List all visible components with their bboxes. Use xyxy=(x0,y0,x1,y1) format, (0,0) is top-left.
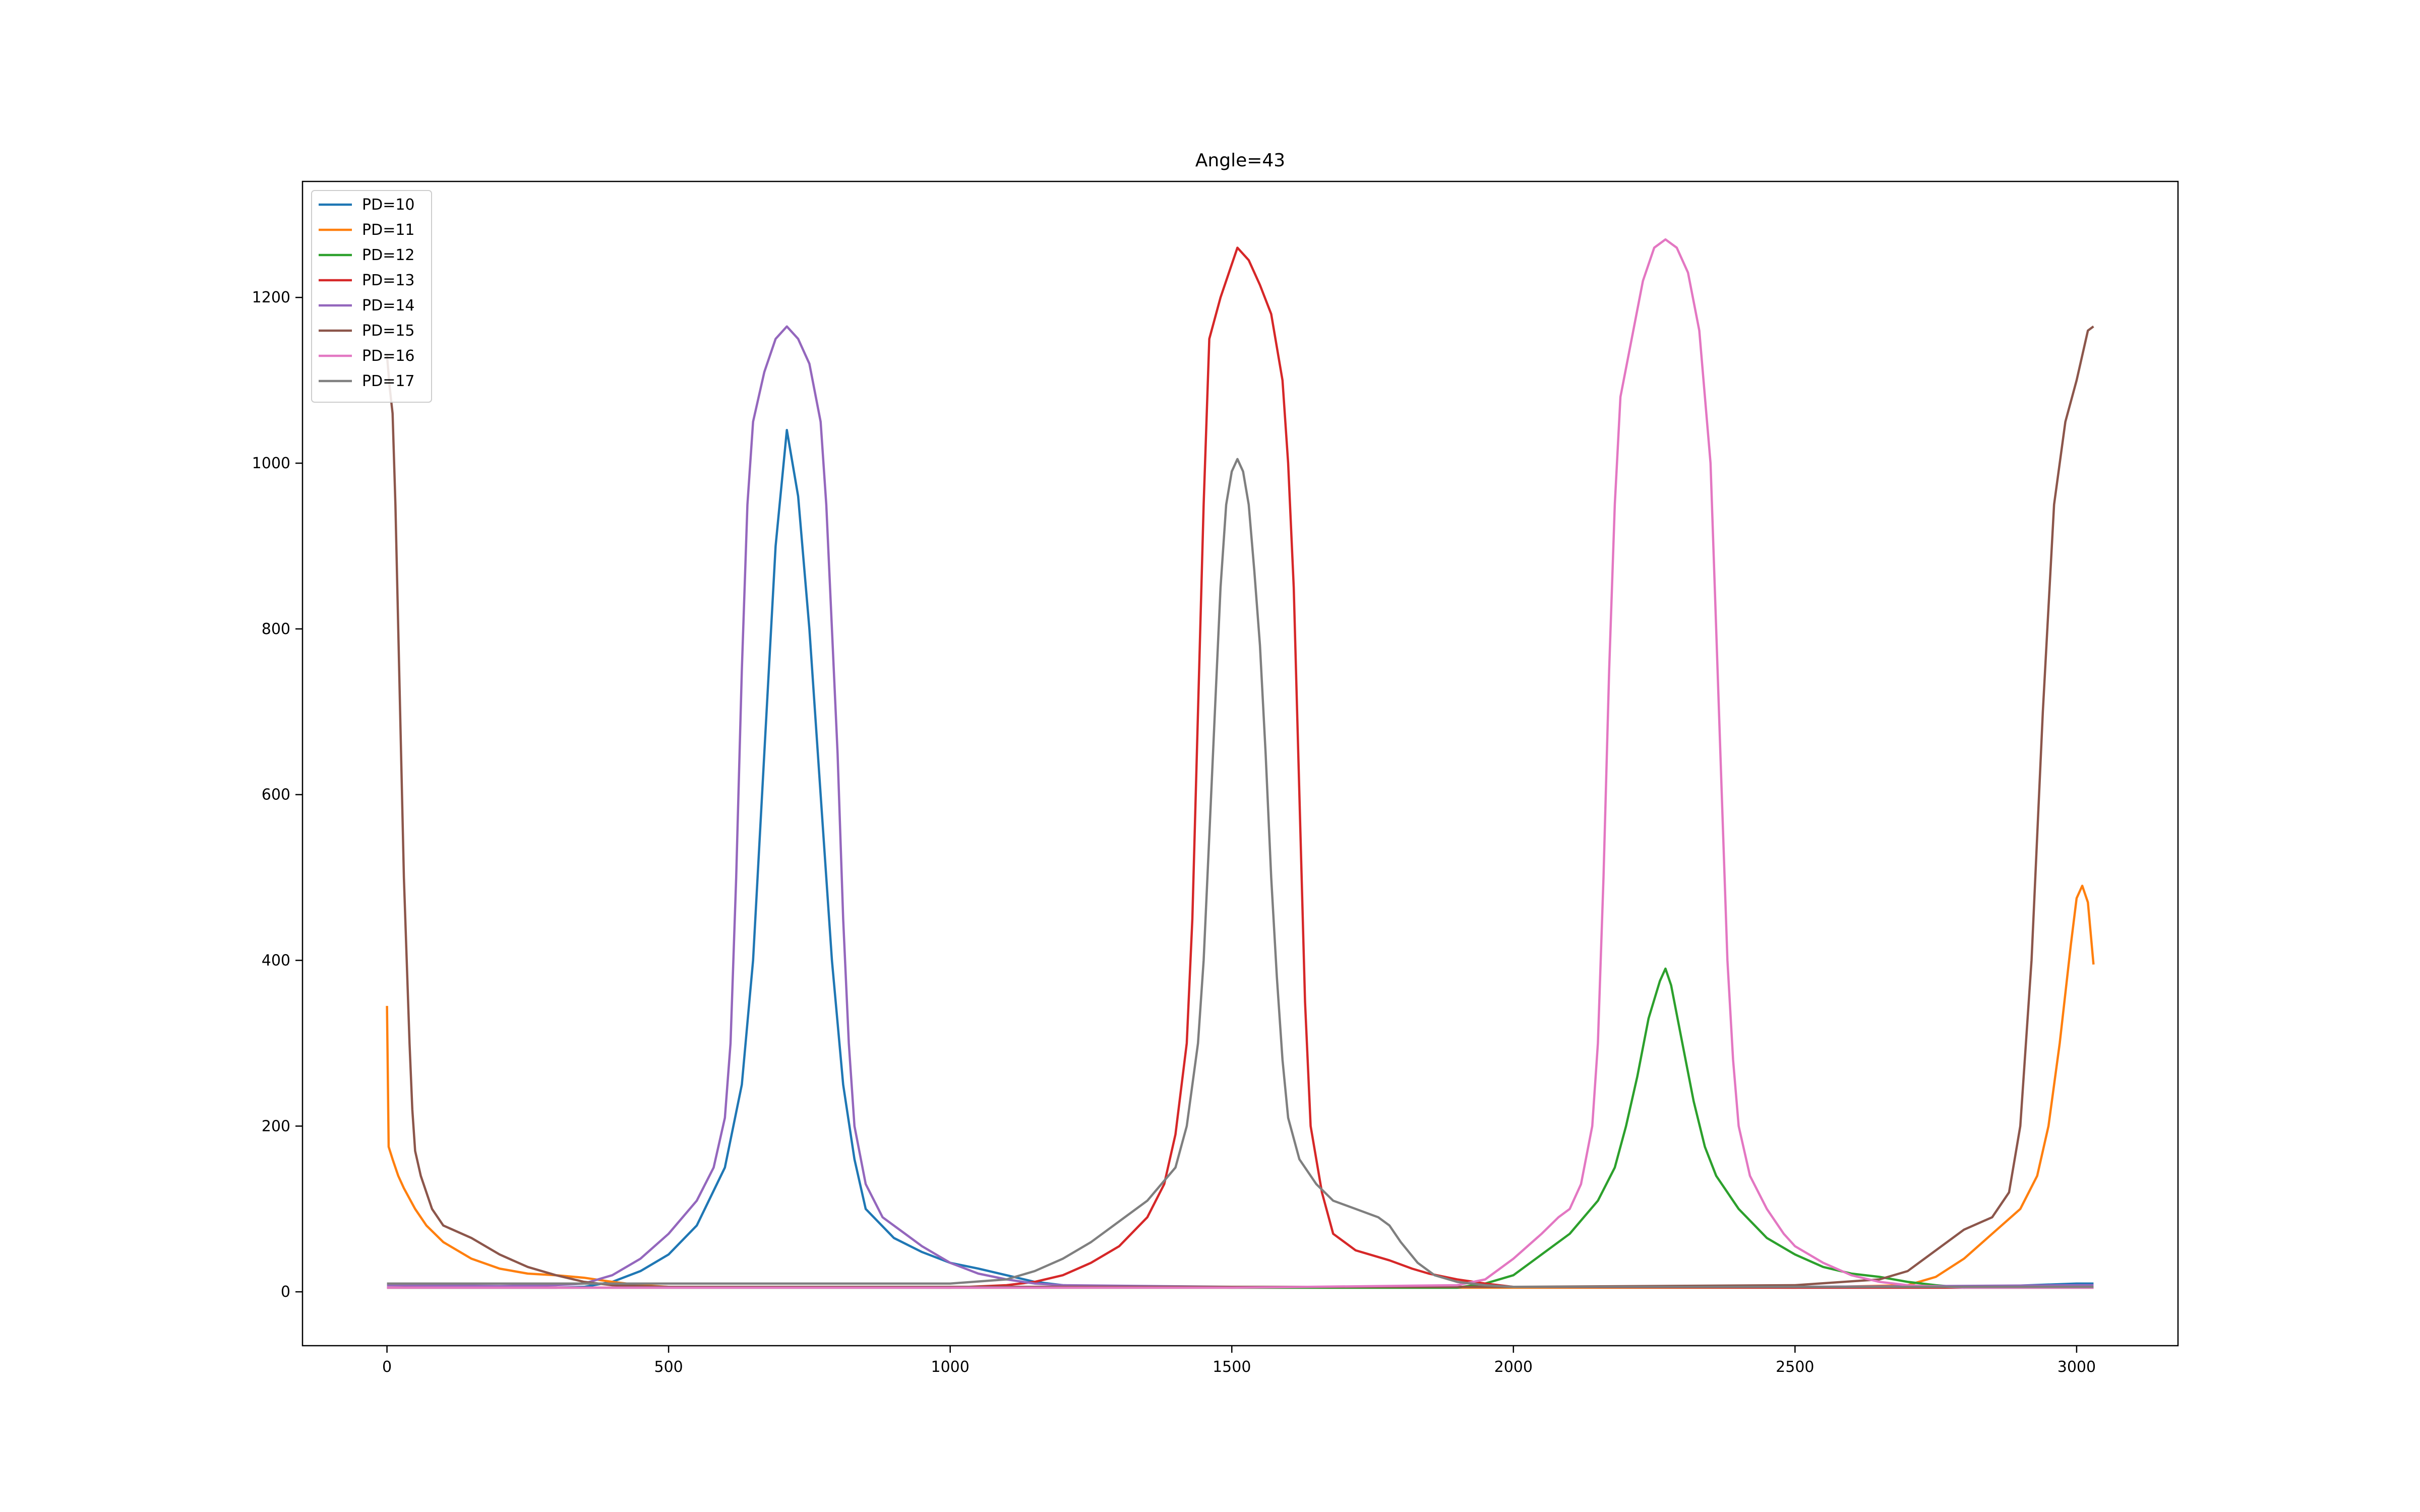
x-tick-label: 0 xyxy=(382,1358,392,1376)
series-line-7 xyxy=(387,238,2094,1289)
y-tick-label: 200 xyxy=(262,1117,290,1135)
legend-label: PD=16 xyxy=(362,347,415,365)
x-tick-label: 3000 xyxy=(2058,1358,2096,1376)
legend-box xyxy=(311,190,432,403)
x-tick-label: 500 xyxy=(654,1358,683,1376)
series-line-5 xyxy=(387,325,2094,1288)
legend-label: PD=13 xyxy=(362,272,415,289)
x-tick-label: 2000 xyxy=(1494,1358,1533,1376)
legend-label: PD=10 xyxy=(362,196,415,214)
series-line-6 xyxy=(386,325,2094,1288)
y-tick-label: 400 xyxy=(262,952,290,969)
legend-label: PD=11 xyxy=(362,221,415,239)
series-line-8 xyxy=(387,458,2094,1288)
series-line-4 xyxy=(387,246,2094,1289)
plot-frame xyxy=(301,180,2179,1347)
x-tick-label: 1000 xyxy=(931,1358,970,1376)
y-tick-label: 600 xyxy=(262,786,290,804)
legend-label: PD=12 xyxy=(362,246,415,264)
legend: PD=10 PD=11 PD=12 PD=13 PD=14 PD=15 PD=16 PD=17 xyxy=(311,190,432,403)
series-lines xyxy=(386,238,2095,1289)
y-tick-label: 0 xyxy=(281,1283,290,1301)
legend-label: PD=15 xyxy=(362,322,415,340)
axes: 0 500 1000 1500 2000 2500 3000 0 200 400 600 800 100… xyxy=(252,180,2179,1376)
x-tick-label: 1500 xyxy=(1213,1358,1251,1376)
y-tick-label: 800 xyxy=(262,620,290,638)
series-line-3 xyxy=(387,967,2094,1289)
legend-label: PD=17 xyxy=(362,372,415,390)
legend-label: PD=14 xyxy=(362,297,415,314)
x-tick-label: 2500 xyxy=(1776,1358,1814,1376)
chart-title: Angle=43 xyxy=(1195,150,1285,171)
y-tick-label: 1000 xyxy=(252,455,290,472)
y-tick-label: 1200 xyxy=(252,289,290,306)
